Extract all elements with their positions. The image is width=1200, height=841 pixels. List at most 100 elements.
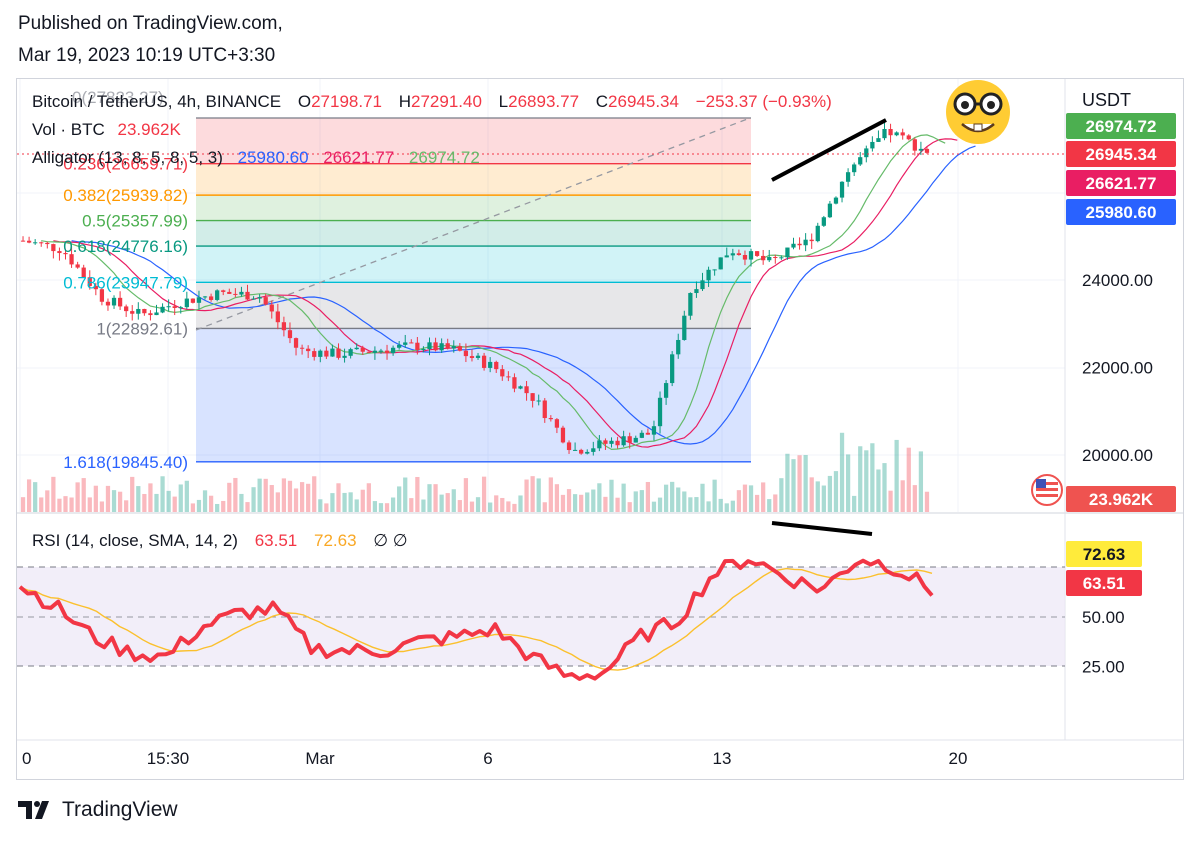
tradingview-logo-text: TradingView xyxy=(62,798,178,821)
currency-label: USDT xyxy=(1082,90,1131,110)
candle-body-86 xyxy=(542,400,547,419)
volume-bar-100 xyxy=(627,502,632,512)
rsi-legend[interactable]: RSI (14, close, SMA, 14, 2) 63.51 72.63 … xyxy=(32,531,408,550)
candle-body-58 xyxy=(372,350,378,353)
candle-body-18 xyxy=(130,311,135,314)
price-tag-3 xyxy=(1066,199,1176,225)
volume-bar-13 xyxy=(99,501,105,512)
volume-bar-48 xyxy=(312,476,317,512)
candle-body-0 xyxy=(20,240,26,242)
alligator-legend[interactable]: Alligator (13, 8, 5, 8, 5, 3) 25980.60 2… xyxy=(32,148,480,167)
candle-body-112 xyxy=(700,280,705,290)
candle-body-136 xyxy=(845,172,851,182)
rsi-divergence-line[interactable] xyxy=(771,521,873,536)
candle-body-140 xyxy=(870,141,875,149)
candle-body-13 xyxy=(99,289,105,302)
volume-bar-104 xyxy=(651,501,657,512)
price-axis[interactable]: 24000.00 22000.00 20000.00 xyxy=(1082,271,1153,465)
volume-bar-39 xyxy=(257,478,262,512)
volume-bar-10 xyxy=(81,478,86,512)
candle-body-2 xyxy=(33,242,38,244)
fib-zone-1 xyxy=(196,282,751,329)
volume-bar-33 xyxy=(221,500,226,512)
price-tag-0 xyxy=(1066,113,1176,139)
volume-bar-5 xyxy=(51,476,56,512)
candle-body-109 xyxy=(682,315,687,340)
candle-body-32 xyxy=(215,290,220,300)
volume-bar-67 xyxy=(427,484,432,512)
fib-zero-label: 0(27823.27) xyxy=(72,88,164,107)
time-label-5: 20 xyxy=(949,749,968,768)
volume-bar-1 xyxy=(26,479,32,512)
volume-bar-69 xyxy=(439,494,444,512)
volume-bar-120 xyxy=(748,485,754,512)
price-divergence-line[interactable] xyxy=(771,118,887,182)
volume-bar-62 xyxy=(397,486,402,512)
volume-bar-41 xyxy=(269,485,274,512)
volume-bar-31 xyxy=(208,495,214,512)
candle-body-93 xyxy=(585,451,590,454)
candle-body-82 xyxy=(518,386,523,389)
volume-bar-38 xyxy=(251,487,256,512)
candle-body-94 xyxy=(591,448,596,452)
nerd-emoji-icon[interactable] xyxy=(946,80,1010,144)
candle-body-148 xyxy=(918,148,924,151)
volume-bar-84 xyxy=(530,476,535,512)
alligator-jaw-line xyxy=(71,145,976,445)
volume-bar-79 xyxy=(500,497,505,512)
volume-bar-18 xyxy=(130,476,135,512)
volume-bar-97 xyxy=(609,479,614,512)
fib-label-4: 0.786(23947.79) xyxy=(63,273,188,292)
rsi-tag-0 xyxy=(1066,541,1142,567)
time-label-2: Mar xyxy=(305,749,335,768)
volume-legend[interactable]: Vol · BTC 23.962K xyxy=(32,120,181,139)
candle-body-49 xyxy=(318,350,323,357)
us-flag-icon[interactable] xyxy=(1031,474,1063,506)
volume-bar-76 xyxy=(481,476,487,512)
volume-bar-40 xyxy=(263,478,268,512)
volume-bar-118 xyxy=(736,490,742,512)
volume-bar-83 xyxy=(524,479,529,512)
candle-body-144 xyxy=(894,132,899,136)
volume-bar-27 xyxy=(184,480,189,512)
rsi-line xyxy=(18,558,934,681)
candle-body-10 xyxy=(81,267,86,278)
candle-body-134 xyxy=(833,197,839,204)
volume-bar-78 xyxy=(494,495,499,512)
fib-retracement-zones[interactable] xyxy=(196,118,751,462)
rsi-ma-value: 72.63 xyxy=(314,531,357,550)
candle-body-125 xyxy=(779,257,784,259)
tradingview-logo[interactable]: TradingView xyxy=(18,798,178,822)
volume-bar-44 xyxy=(287,480,293,512)
time-label-0: 0 xyxy=(22,749,31,768)
candle-body-81 xyxy=(512,377,517,389)
candle-body-71 xyxy=(451,346,456,349)
time-axis[interactable]: 0 15:30 Mar 6 13 20 xyxy=(22,749,967,768)
symbol-legend[interactable]: Bitcoin / TetherUS, 4h, BINANCE O27198.7… xyxy=(32,92,832,111)
rsi-axis[interactable]: 50.00 25.00 xyxy=(1082,608,1125,677)
candle-body-137 xyxy=(852,164,857,173)
volume-bar-29 xyxy=(196,499,202,512)
fib-label-6: 1.618(19845.40) xyxy=(63,453,188,472)
rsi-tick-1: 25.00 xyxy=(1082,658,1125,677)
volume-bar-89 xyxy=(560,494,566,512)
candle-body-122 xyxy=(761,255,766,261)
candle-body-79 xyxy=(500,369,505,377)
candle-body-104 xyxy=(651,426,657,435)
volume-bar-58 xyxy=(372,501,378,512)
candle-body-132 xyxy=(821,217,826,226)
price-tag-text-1: 26945.34 xyxy=(1086,145,1157,164)
candle-body-143 xyxy=(888,128,893,136)
candle-body-23 xyxy=(160,306,165,313)
candle-body-11 xyxy=(87,277,92,286)
fib-label-0: 0.236(26659.71) xyxy=(63,155,188,174)
candle-body-31 xyxy=(208,296,214,300)
candle-body-60 xyxy=(384,350,390,354)
volume-bar-137 xyxy=(852,495,857,512)
candle-body-131 xyxy=(815,225,820,242)
candle-body-127 xyxy=(791,243,796,248)
volume-bar-2 xyxy=(33,482,38,512)
volume-bar-138 xyxy=(858,446,863,512)
candle-body-101 xyxy=(633,437,638,443)
